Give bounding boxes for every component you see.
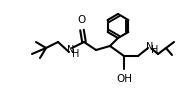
Text: N: N <box>146 42 154 52</box>
Text: H: H <box>72 49 80 59</box>
Text: N: N <box>67 45 75 55</box>
Text: O: O <box>77 15 85 25</box>
Text: OH: OH <box>116 74 132 84</box>
Text: H: H <box>151 45 159 55</box>
